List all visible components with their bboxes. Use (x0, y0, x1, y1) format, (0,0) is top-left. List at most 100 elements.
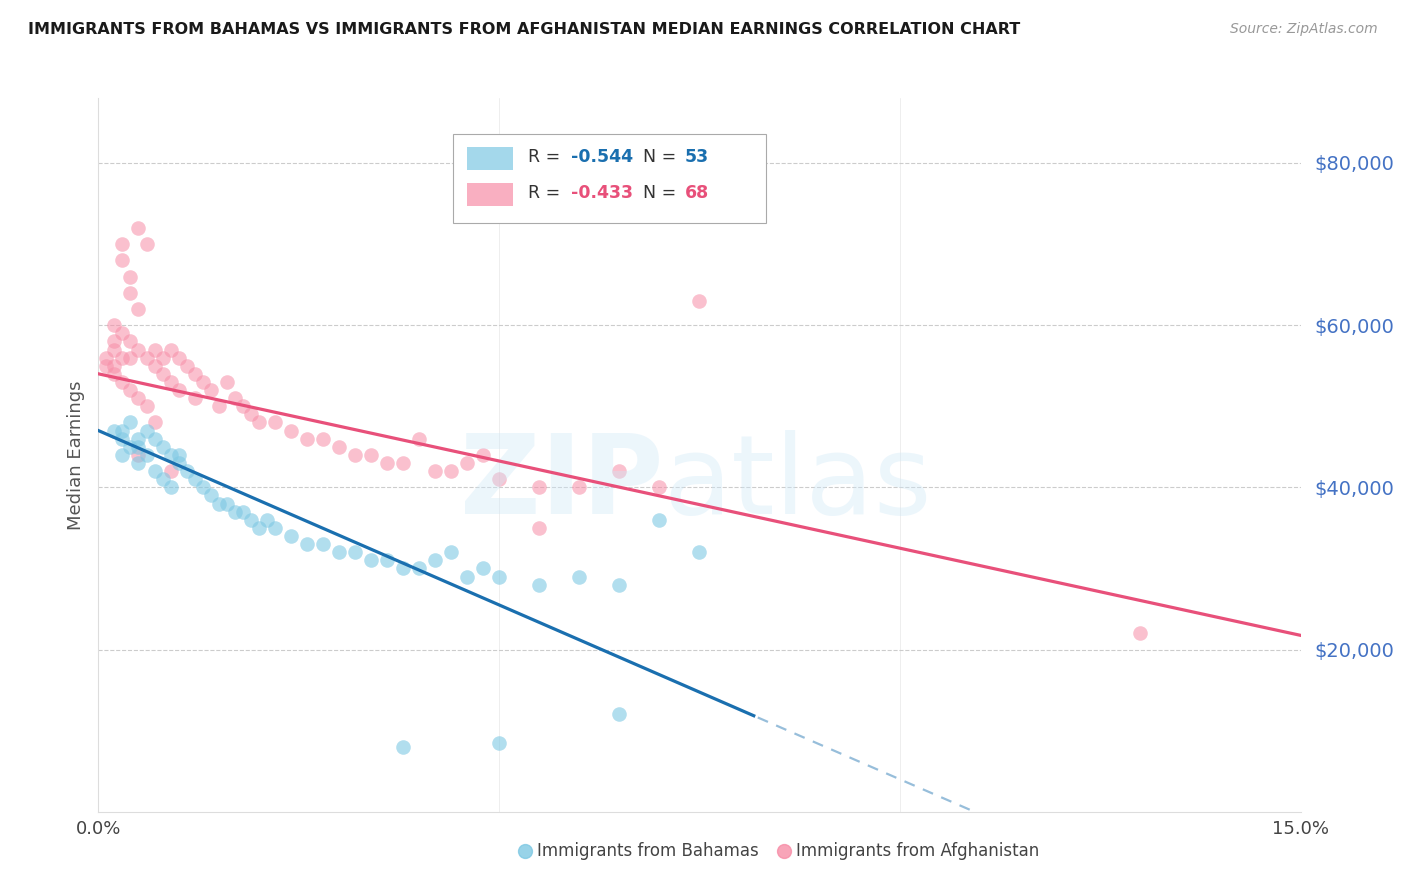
Point (360, 553, 382, 567)
Point (529, 521, 551, 535)
Point (183, 391, 205, 405)
Point (343, 545, 366, 559)
Point (159, 464, 181, 478)
Point (648, 513, 671, 527)
Point (128, 448, 150, 462)
Point (111, 375, 134, 389)
Point (215, 375, 238, 389)
Point (232, 399, 254, 413)
Point (120, 269, 142, 284)
Text: atlas: atlas (664, 430, 932, 537)
Point (176, 464, 198, 478)
Point (159, 480, 181, 494)
Point (128, 220, 150, 235)
Point (312, 537, 335, 551)
Point (167, 351, 190, 365)
Point (103, 424, 125, 438)
Point (295, 432, 318, 446)
Point (263, 416, 285, 430)
Point (224, 391, 246, 405)
Point (215, 497, 238, 511)
Point (111, 448, 134, 462)
Point (689, 293, 711, 308)
Point (488, 569, 510, 583)
Text: -0.433: -0.433 (571, 184, 633, 202)
Point (280, 424, 302, 438)
Point (256, 513, 278, 527)
Point (183, 472, 205, 486)
Point (128, 456, 150, 470)
Point (392, 739, 415, 754)
Text: ZIP: ZIP (460, 430, 664, 537)
Point (312, 432, 335, 446)
Point (128, 301, 150, 316)
FancyBboxPatch shape (467, 183, 513, 206)
Point (328, 545, 350, 559)
Text: IMMIGRANTS FROM BAHAMAS VS IMMIGRANTS FROM AFGHANISTAN MEDIAN EARNINGS CORRELATI: IMMIGRANTS FROM BAHAMAS VS IMMIGRANTS FR… (28, 22, 1021, 37)
Point (128, 391, 150, 405)
Point (143, 432, 166, 446)
Point (488, 736, 510, 750)
Point (609, 707, 631, 722)
Point (128, 343, 150, 357)
Point (408, 561, 430, 575)
Text: N =: N = (643, 184, 682, 202)
Text: 53: 53 (685, 148, 709, 166)
Point (111, 351, 134, 365)
Point (159, 343, 181, 357)
Point (128, 440, 150, 454)
Point (135, 424, 157, 438)
Point (208, 399, 231, 413)
Point (103, 343, 125, 357)
Point (488, 472, 510, 486)
Point (568, 480, 591, 494)
Point (103, 334, 125, 349)
Text: N =: N = (643, 148, 682, 166)
Point (120, 416, 142, 430)
Point (111, 432, 134, 446)
Point (648, 480, 671, 494)
Point (689, 545, 711, 559)
Point (472, 561, 495, 575)
Point (408, 432, 430, 446)
Text: Source: ZipAtlas.com: Source: ZipAtlas.com (1230, 22, 1378, 37)
Point (120, 334, 142, 349)
Point (375, 456, 398, 470)
Point (456, 456, 478, 470)
Point (440, 464, 463, 478)
Point (360, 448, 382, 462)
Point (529, 577, 551, 591)
Point (167, 456, 190, 470)
Point (143, 343, 166, 357)
Point (103, 359, 125, 373)
Point (152, 440, 174, 454)
Point (208, 497, 231, 511)
Point (120, 285, 142, 300)
Point (135, 448, 157, 462)
Point (392, 456, 415, 470)
Point (200, 488, 222, 502)
Point (247, 521, 270, 535)
Point (472, 448, 495, 462)
Text: R =: R = (527, 148, 565, 166)
Text: Immigrants from Bahamas: Immigrants from Bahamas (537, 842, 759, 860)
Point (143, 416, 166, 430)
Point (152, 472, 174, 486)
Point (176, 359, 198, 373)
Point (392, 561, 415, 575)
Point (224, 505, 246, 519)
Text: R =: R = (527, 184, 565, 202)
Text: -0.544: -0.544 (571, 148, 633, 166)
Point (135, 399, 157, 413)
Point (263, 521, 285, 535)
Point (111, 424, 134, 438)
Point (191, 375, 214, 389)
Point (375, 553, 398, 567)
Point (440, 545, 463, 559)
Y-axis label: Median Earnings: Median Earnings (67, 380, 86, 530)
Point (111, 326, 134, 341)
Text: 68: 68 (685, 184, 709, 202)
Point (423, 553, 446, 567)
Point (96, 351, 118, 365)
Point (135, 351, 157, 365)
